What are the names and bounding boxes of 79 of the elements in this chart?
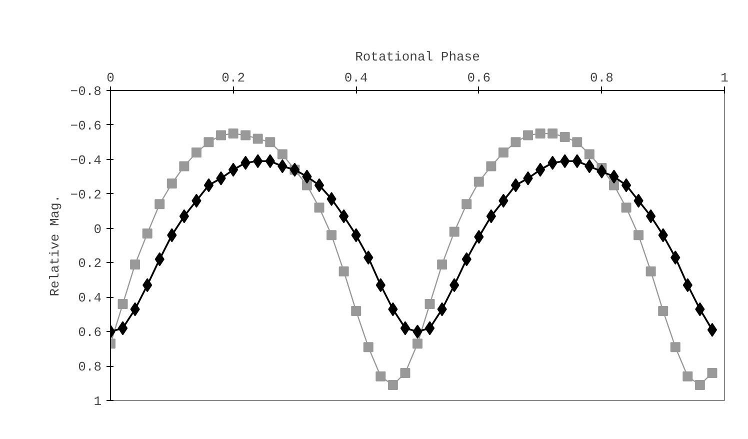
point: [670, 342, 680, 352]
point: [326, 192, 336, 206]
point: [179, 161, 190, 172]
point: [204, 137, 214, 148]
point: [596, 164, 607, 178]
point: [265, 137, 276, 148]
point: [326, 230, 337, 240]
point: [240, 130, 251, 140]
point: [338, 266, 349, 276]
point: [314, 202, 324, 213]
y-tick-label: −0.6: [70, 118, 102, 134]
point: [621, 202, 632, 213]
point: [523, 130, 534, 140]
y-tick-label: −0.8: [70, 84, 102, 99]
point: [437, 259, 448, 270]
point: [277, 149, 288, 160]
point: [510, 137, 521, 148]
point: [376, 371, 386, 382]
y-tick-label: 0: [94, 222, 102, 237]
point: [412, 338, 422, 349]
point: [130, 259, 140, 270]
point: [682, 371, 693, 382]
point: [424, 321, 435, 336]
point: [118, 299, 128, 310]
y-tick-label: 0.8: [78, 360, 102, 375]
point: [228, 162, 238, 177]
point: [314, 178, 324, 192]
point: [191, 148, 202, 158]
point: [658, 306, 668, 316]
point: [486, 161, 496, 172]
x-tick-label: 0.8: [590, 70, 614, 86]
x-tick-label: 0.4: [344, 70, 368, 86]
point: [474, 176, 484, 187]
x-tick-label: 0.2: [222, 70, 246, 86]
point: [154, 199, 165, 210]
point: [363, 342, 374, 352]
point: [707, 322, 718, 337]
y-tick-label: −0.4: [70, 152, 102, 168]
point: [400, 368, 410, 378]
point: [560, 132, 570, 142]
point: [486, 209, 496, 224]
point: [510, 178, 521, 192]
point: [216, 130, 226, 140]
y-tick-label: 0.4: [78, 290, 102, 306]
point: [228, 128, 238, 139]
point: [535, 162, 546, 177]
point: [584, 149, 594, 160]
point: [179, 209, 190, 224]
point: [535, 128, 546, 139]
y-tick-label: 1: [94, 394, 102, 409]
point: [449, 226, 460, 237]
point: [388, 380, 398, 390]
point: [646, 209, 656, 224]
point: [498, 148, 508, 158]
point: [400, 321, 410, 336]
point: [694, 380, 705, 390]
point: [252, 134, 263, 144]
x-tick-label: 1: [720, 70, 729, 86]
point: [646, 266, 656, 276]
point: [351, 306, 362, 316]
y-tick-label: 0.6: [78, 325, 102, 340]
point: [142, 228, 152, 238]
point: [166, 178, 177, 188]
y-tick-label: −0.2: [70, 187, 102, 202]
x-axis-title: Rotational Phase: [355, 50, 480, 64]
point: [424, 299, 435, 310]
point: [548, 128, 558, 139]
point: [118, 321, 128, 336]
point: [634, 230, 644, 240]
y-tick-label: 0.2: [78, 256, 102, 272]
x-tick-label: 0.6: [467, 70, 491, 86]
x-tick-label: 0: [106, 70, 114, 86]
point: [204, 178, 214, 192]
point: [338, 209, 349, 224]
y-axis-title: Relative Mag.: [47, 194, 62, 296]
point: [462, 199, 472, 210]
point: [621, 178, 632, 192]
point: [572, 137, 582, 148]
point: [707, 368, 718, 378]
